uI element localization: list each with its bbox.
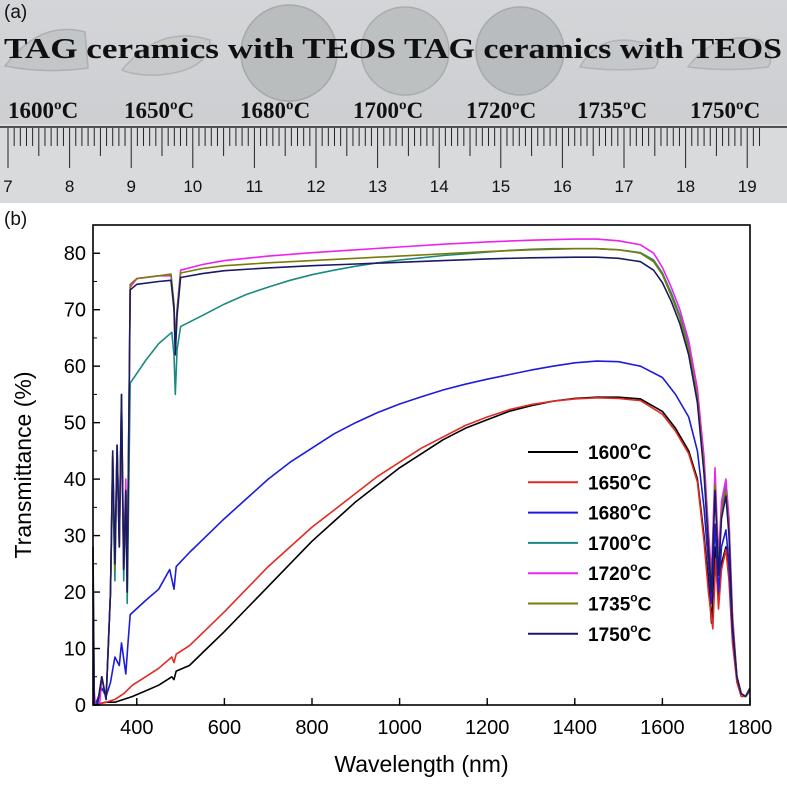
temp-label: 1700ºC [353,98,423,123]
y-axis-title: Transmittance (%) [10,371,36,558]
legend-label: 1750oC [588,621,652,646]
y-tick-label: 80 [64,243,86,265]
ceramic-sample-1700 [360,6,450,96]
ceramic-samples [3,4,772,102]
legend-label: 1650oC [588,469,652,494]
series-layer [92,238,751,706]
panel-label-a: (a) [4,2,28,23]
series-line-1735 [92,247,751,706]
ruler-label: 10 [183,177,202,196]
series-line-1720 [92,238,751,706]
legend-label: 1600oC [588,439,652,464]
ceramic-sample-1600 [3,28,89,72]
ruler-ticks [7,128,761,168]
ruler-label: 19 [738,177,757,196]
y-tick-label: 50 [64,413,86,435]
temp-label: 1750ºC [690,98,760,123]
ceramic-sample-1650 [120,35,211,76]
legend-label: 1700oC [588,530,652,555]
caption-left: TAG ceramics with TEOS [4,34,396,65]
legend-label: 1735oC [588,591,652,616]
x-tick-label: 600 [208,717,241,739]
x-tick-label: 1200 [465,717,510,739]
ceramic-sample-1680 [240,4,338,102]
x-tick-label: 1600 [640,717,685,739]
series-line-1700 [92,247,751,706]
ruler-label: 13 [368,177,387,196]
ruler-label: 11 [246,177,264,196]
ruler-label: 7 [3,177,12,196]
x-axis-title: Wavelength (nm) [334,751,508,777]
legend-label: 1680oC [588,500,652,525]
caption-right: TAG ceramics with TEOS [404,34,782,65]
photo-svg: TAG ceramics with TEOS TAG ceramics with… [0,4,787,203]
series-line-1680 [92,360,751,706]
panel-label-b: (b) [4,209,27,230]
transmittance-chart: (b) 400 600 800 1000 1200 1400 1600 1800 0 10 20 30… [4,209,773,777]
x-tick-label: 1000 [377,717,422,739]
x-tick-label: 1800 [728,717,773,739]
x-tick-label: 400 [120,717,153,739]
ruler-label: 14 [430,177,449,196]
ceramic-sample-1735 [578,39,659,71]
ruler-label: 18 [676,177,695,196]
plot-frame [92,224,751,706]
x-tick-label: 1400 [553,717,598,739]
x-tick-label: 800 [295,717,328,739]
ruler-body [0,124,787,203]
temp-label: 1600ºC [8,98,78,123]
series-line-1750 [92,256,751,706]
temperature-labels: 1600ºC 1650ºC 1680ºC 1700ºC 1720ºC 1735º… [8,98,760,123]
temp-label: 1680ºC [240,98,310,123]
temp-label: 1650ºC [124,98,194,123]
ruler-label: 9 [126,177,135,196]
axis-layer: 400 600 800 1000 1200 1400 1600 1800 0 10 20 30 40 50… [64,243,773,739]
y-tick-label: 20 [64,582,86,604]
ruler-label: 12 [307,177,326,196]
ceramic-sample-1720 [475,6,565,96]
temp-label: 1720ºC [466,98,536,123]
ruler-label: 8 [65,177,74,196]
ruler-labels: 7 8 9 10 11 12 13 14 15 16 17 18 19 [3,177,756,196]
y-tick-label: 0 [75,695,86,717]
series-line-1650 [92,397,751,706]
temp-label: 1735ºC [577,98,647,123]
y-tick-label: 10 [64,639,86,661]
y-tick-label: 70 [64,300,86,322]
ruler-label: 16 [553,177,572,196]
ruler: 7 8 9 10 11 12 13 14 15 16 17 18 19 [0,124,787,203]
ceramic-sample-1750 [686,37,772,71]
ruler-label: 17 [615,177,634,196]
y-tick-label: 60 [64,356,86,378]
photo-panel: TAG ceramics with TEOS TAG ceramics with… [0,0,787,203]
legend: 1600oC 1650oC 1680oC 1700oC 1720oC 1735oC 1750… [528,439,652,646]
y-tick-label: 30 [64,526,86,548]
y-tick-label: 40 [64,469,86,491]
ruler-label: 15 [491,177,510,196]
legend-label: 1720oC [588,560,652,585]
